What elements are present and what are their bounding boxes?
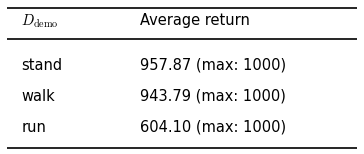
- Text: walk: walk: [21, 89, 55, 104]
- Text: 604.10 (max: 1000): 604.10 (max: 1000): [140, 120, 286, 135]
- Text: Average return: Average return: [140, 13, 250, 28]
- Text: 943.79 (max: 1000): 943.79 (max: 1000): [140, 89, 286, 104]
- Text: stand: stand: [21, 58, 62, 73]
- Text: 957.87 (max: 1000): 957.87 (max: 1000): [140, 58, 286, 73]
- Text: run: run: [21, 120, 46, 135]
- Text: $D_{\mathrm{demo}}$: $D_{\mathrm{demo}}$: [21, 12, 59, 30]
